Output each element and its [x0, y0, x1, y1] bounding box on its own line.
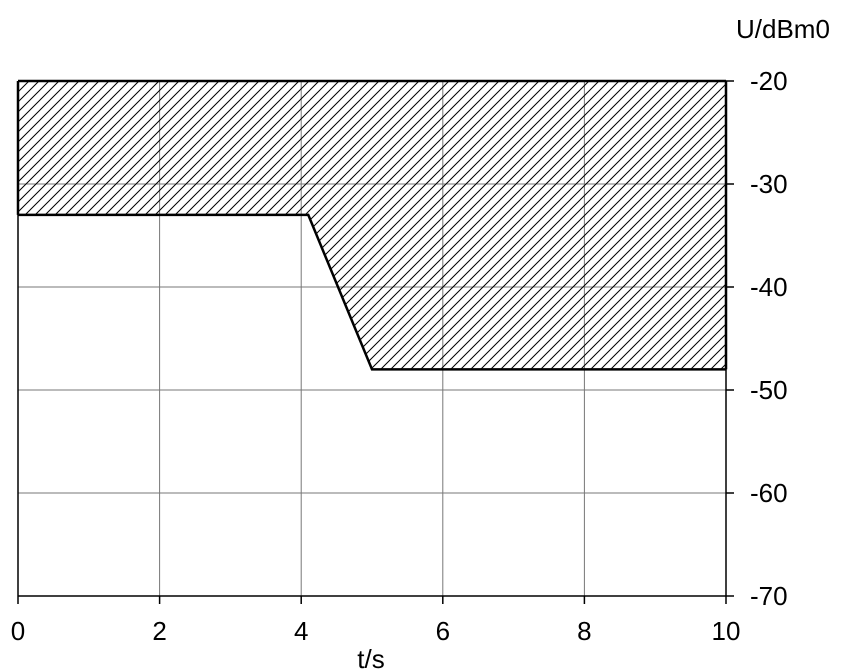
y-tick-label-0: -20 [750, 66, 788, 96]
y-tick-label-5: -70 [750, 581, 788, 611]
y-tick-label-2: -40 [750, 272, 788, 302]
y-tick-label-3: -50 [750, 375, 788, 405]
x-tick-label-3: 6 [436, 616, 450, 646]
hatched-region [18, 81, 726, 370]
y-tick-label-1: -30 [750, 169, 788, 199]
x-axis-title: t/s [357, 644, 384, 670]
x-tick-label-0: 0 [11, 616, 25, 646]
lower-limit-line [18, 213, 726, 371]
x-tick-label-4: 8 [577, 616, 591, 646]
y-tick-label-4: -60 [750, 478, 788, 508]
y-axis-ticks: -20 -30 -40 -50 -60 -70 [726, 66, 788, 611]
x-tick-label-1: 2 [152, 616, 166, 646]
x-tick-label-5: 10 [712, 616, 741, 646]
hatched-area [18, 81, 726, 370]
plot-frame [17, 81, 727, 597]
x-axis-ticks: 0 2 4 6 8 10 [11, 596, 741, 646]
y-axis-title: U/dBm0 [736, 14, 830, 44]
x-tick-label-2: 4 [294, 616, 308, 646]
